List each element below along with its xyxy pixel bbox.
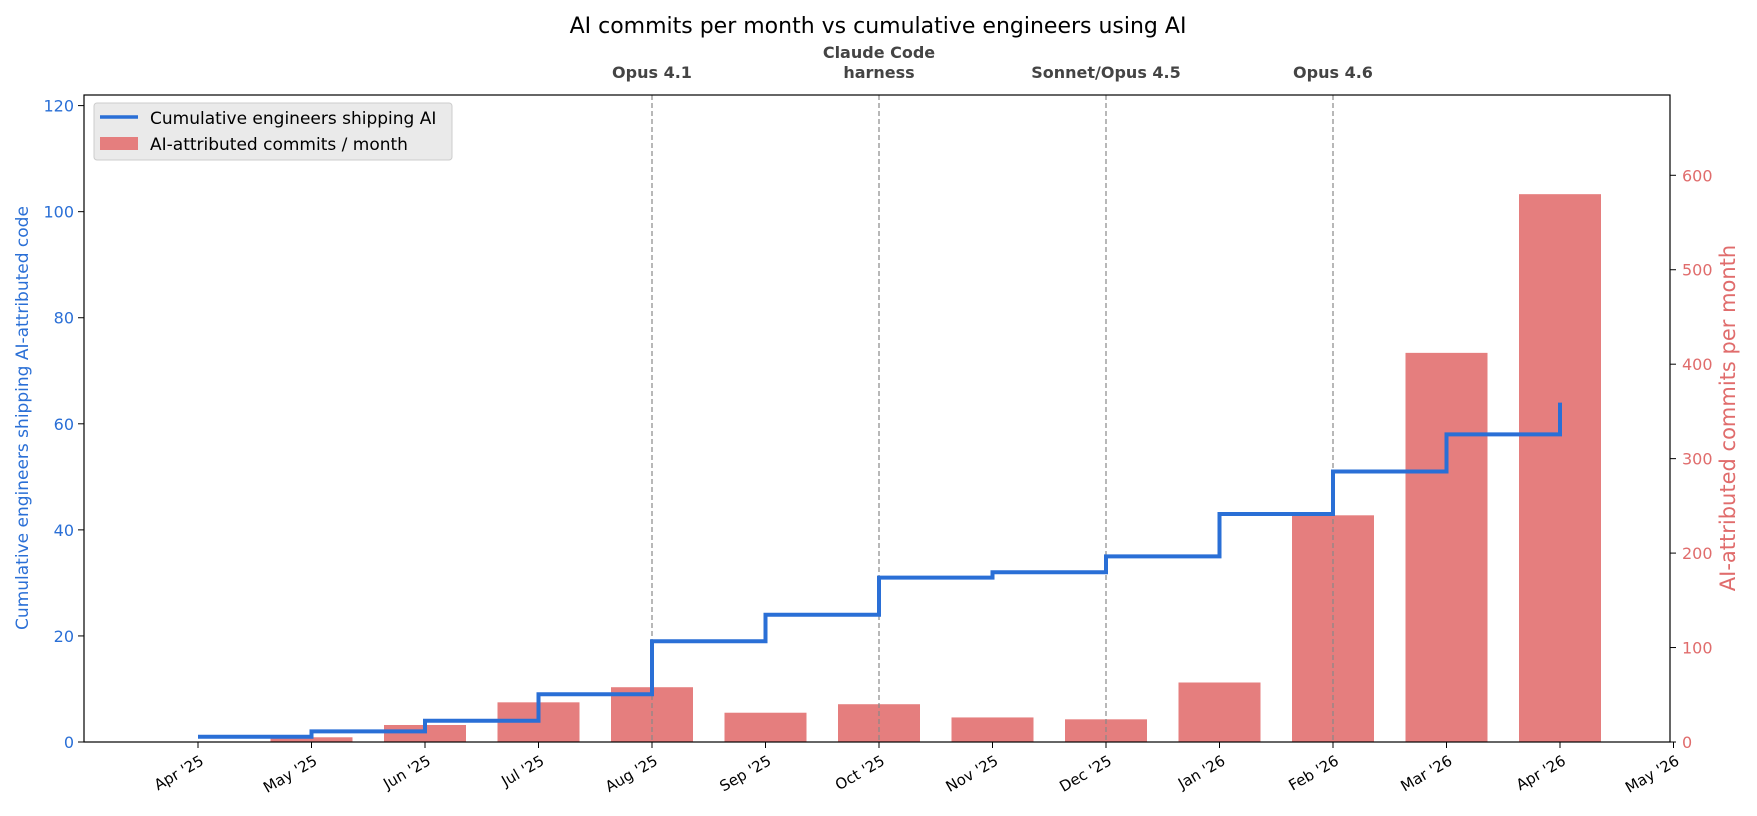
annotation-label: Opus 4.6 [1293,63,1373,82]
x-tick-label: Dec '25 [1056,752,1114,796]
x-tick-label: May '25 [260,752,320,797]
right-y-tick-label: 600 [1682,166,1713,185]
left-y-tick-label: 80 [54,309,74,328]
bar [952,717,1034,742]
x-axis: Apr '25 May '25 Jun '25 Jul '25 Aug '25 Sep '… [151,742,1682,797]
right-y-tick-label: 500 [1682,261,1713,280]
bar [1179,682,1261,742]
annotation-label: Sonnet/Opus 4.5 [1031,63,1181,82]
x-tick-label: Sep '25 [717,752,775,796]
left-y-tick-label: 40 [54,521,74,540]
right-axis-label: AI-attributed commits per month [1716,245,1740,591]
x-tick-label: Jun '25 [379,752,433,794]
annotation-label: Claude Code [823,43,935,62]
bar [1519,194,1601,742]
x-tick-label: Apr '26 [1513,752,1569,795]
x-tick-label: Nov '25 [943,752,1002,796]
x-tick-label: Mar '26 [1398,752,1456,796]
legend-entry-bar: AI-attributed commits / month [150,135,408,155]
annotation-lines [652,95,1333,742]
x-tick-label: Feb '26 [1286,752,1342,795]
x-tick-label: Jul '25 [497,752,547,791]
legend-entry-line: Cumulative engineers shipping AI [150,109,436,129]
right-y-tick-label: 200 [1682,544,1713,563]
annotation-label: harness [843,63,914,82]
left-y-tick-label: 20 [54,627,74,646]
x-tick-label: Apr '25 [151,752,207,795]
right-y-tick-label: 400 [1682,355,1713,374]
bars-layer [271,194,1602,742]
bar [1406,353,1488,742]
right-y-tick-label: 0 [1682,733,1692,752]
left-y-axis: 0 20 40 60 80 100 120 [43,97,84,752]
left-y-tick-label: 100 [43,203,74,222]
x-tick-label: Aug '25 [602,752,661,796]
left-axis-label: Cumulative engineers shipping AI-attribu… [13,206,33,630]
annotation-label: Opus 4.1 [612,63,692,82]
x-tick-label: Oct '25 [832,752,888,795]
left-y-tick-label: 0 [64,733,74,752]
left-y-tick-label: 60 [54,415,74,434]
bar [725,713,807,742]
left-y-tick-label: 120 [43,97,74,116]
x-tick-label: Jan '26 [1174,752,1228,794]
legend: Cumulative engineers shipping AI AI-attr… [94,103,452,160]
right-y-tick-label: 300 [1682,450,1713,469]
right-y-tick-label: 100 [1682,639,1713,658]
x-tick-label: May '26 [1622,752,1682,797]
right-y-axis: 0 100 200 300 400 500 600 [1670,166,1713,752]
chart-title: AI commits per month vs cumulative engin… [570,14,1187,39]
legend-bar-swatch [100,137,138,150]
